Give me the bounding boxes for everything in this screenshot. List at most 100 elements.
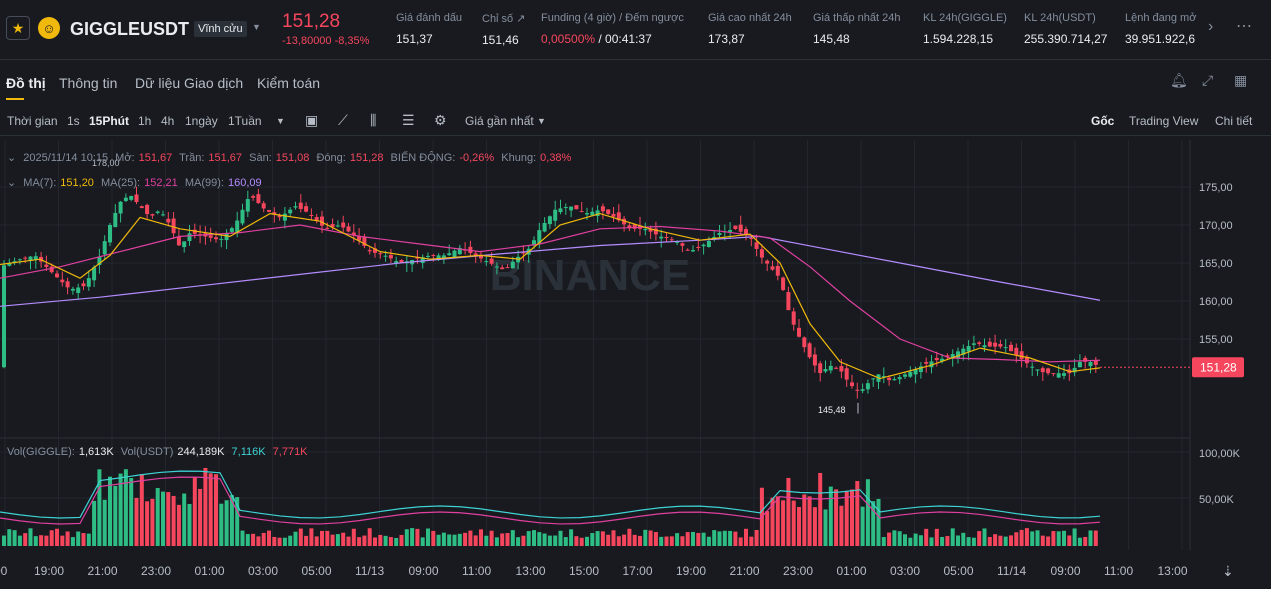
volume-bar: [855, 481, 860, 546]
volume-bar: [171, 495, 176, 546]
stat-label: Giá đánh dấu: [396, 12, 463, 24]
volume-bar: [648, 530, 653, 546]
layout-grid-icon[interactable]: ▦: [1234, 72, 1248, 88]
interval-dropdown-icon[interactable]: ▼: [276, 116, 285, 126]
volume-bar: [245, 534, 250, 546]
tab-info[interactable]: Thông tin: [59, 75, 118, 91]
interval-4h[interactable]: 4h: [161, 114, 175, 128]
candle: [362, 237, 367, 246]
symbol-name[interactable]: GIGGLEUSDT: [70, 19, 190, 39]
ohlc-range: 0,38%: [540, 152, 572, 164]
candle: [176, 237, 181, 246]
volume-bar: [685, 532, 690, 546]
price-tick: 160,00: [1199, 296, 1233, 308]
expand-icon[interactable]: ⤢: [1202, 72, 1214, 88]
candle: [182, 241, 187, 248]
volume-bar: [49, 530, 54, 546]
candle: [479, 254, 483, 259]
ma-legend: ⌄ MA(7): 151,20 MA(25): 152,21 MA(99): 160,…: [7, 176, 266, 189]
candle: [224, 233, 229, 241]
candle: [987, 341, 992, 347]
time-tick: 15:00: [569, 564, 599, 578]
gear-icon[interactable]: ⚙: [434, 112, 447, 128]
volume-bar: [55, 528, 59, 546]
candle: [569, 206, 574, 211]
candle: [81, 283, 86, 287]
volume-bar: [717, 531, 722, 546]
candle-type-icon[interactable]: ⫼: [370, 112, 377, 128]
interval-15m[interactable]: 15Phút: [89, 114, 130, 128]
view-original[interactable]: Gốc: [1091, 114, 1115, 128]
volume-bar: [812, 507, 817, 546]
candle: [346, 226, 351, 232]
candle: [235, 220, 240, 233]
candle: [924, 361, 929, 364]
candle: [759, 249, 764, 258]
legend-collapse-icon[interactable]: ⌄: [7, 152, 17, 164]
ma99-line: [0, 235, 1101, 307]
ma7-label: MA(7):: [23, 177, 57, 189]
volume-bar: [516, 537, 521, 546]
stat-index-price[interactable]: Chỉ số ↗ 151,46: [482, 12, 525, 47]
volume-bar: [1062, 530, 1066, 546]
contract-type-badge: Vĩnh cửu: [194, 21, 247, 37]
volume-bar: [150, 498, 155, 546]
calendar-icon[interactable]: ▣: [305, 112, 319, 128]
volume-bar: [123, 469, 128, 546]
candle: [219, 238, 224, 240]
candle: [272, 212, 277, 215]
interval-1d[interactable]: 1ngày: [185, 114, 218, 128]
volume-bar: [176, 504, 181, 546]
interval-1s[interactable]: 1s: [67, 114, 80, 128]
volume-bar: [918, 535, 923, 546]
volume-tick: 100,00K: [1199, 448, 1241, 460]
tab-audit[interactable]: Kiểm toán: [257, 75, 321, 91]
candle: [500, 267, 505, 270]
view-tradingview[interactable]: Trading View: [1129, 114, 1199, 128]
legend-collapse-icon[interactable]: ⌄: [7, 177, 17, 189]
interval-1w[interactable]: 1Tuần: [228, 114, 262, 128]
candle: [659, 236, 664, 239]
reset-axis-icon[interactable]: ⇣: [1222, 564, 1234, 580]
candle: [309, 214, 314, 216]
stat-24h-high: Giá cao nhất 24h 173,87: [708, 12, 792, 46]
volume-bar: [1030, 531, 1035, 546]
bell-icon[interactable]: 🔔︎: [1170, 72, 1188, 88]
vol-value-1: 1,613K: [78, 446, 114, 458]
settings-list-icon[interactable]: ☰: [402, 112, 415, 128]
time-tick: 23:00: [141, 564, 171, 578]
indicator-icon[interactable]: ⟋: [338, 112, 348, 128]
interval-time[interactable]: Thời gian: [7, 114, 58, 128]
ma25-line: [0, 224, 1101, 363]
chevron-down-icon[interactable]: ▼: [537, 116, 546, 126]
volume-bar: [547, 535, 552, 546]
volume-bar: [627, 528, 632, 546]
volume-bar: [897, 531, 902, 546]
chevron-down-icon[interactable]: ▼: [252, 22, 261, 32]
favorite-star-icon[interactable]: ★: [6, 16, 30, 40]
time-tick: 13:00: [1158, 564, 1188, 578]
view-depth[interactable]: Chi tiết: [1215, 114, 1253, 128]
volume-bar: [39, 535, 44, 546]
more-icon[interactable]: ⋯: [1236, 18, 1252, 35]
volume-bar: [924, 528, 929, 546]
price-source-select[interactable]: Giá gần nhất: [465, 114, 534, 128]
volume-bar: [23, 533, 28, 546]
volume-bar: [818, 472, 823, 546]
last-price: 151,28: [282, 11, 341, 32]
volume-bar: [489, 530, 494, 546]
candle: [33, 256, 38, 260]
volume-bar: [903, 534, 907, 546]
candle: [452, 250, 457, 258]
candle: [706, 241, 711, 248]
tab-trading-data[interactable]: Dữ liệu Giao dịch: [135, 75, 244, 91]
candle: [118, 201, 123, 214]
tab-chart[interactable]: Đồ thị: [6, 75, 46, 91]
interval-1h[interactable]: 1h: [138, 114, 152, 128]
candle: [802, 337, 807, 348]
candle: [611, 213, 616, 217]
stat-value: 151,37: [396, 32, 433, 46]
scroll-right-icon[interactable]: ›: [1208, 18, 1214, 35]
candle: [627, 225, 632, 229]
